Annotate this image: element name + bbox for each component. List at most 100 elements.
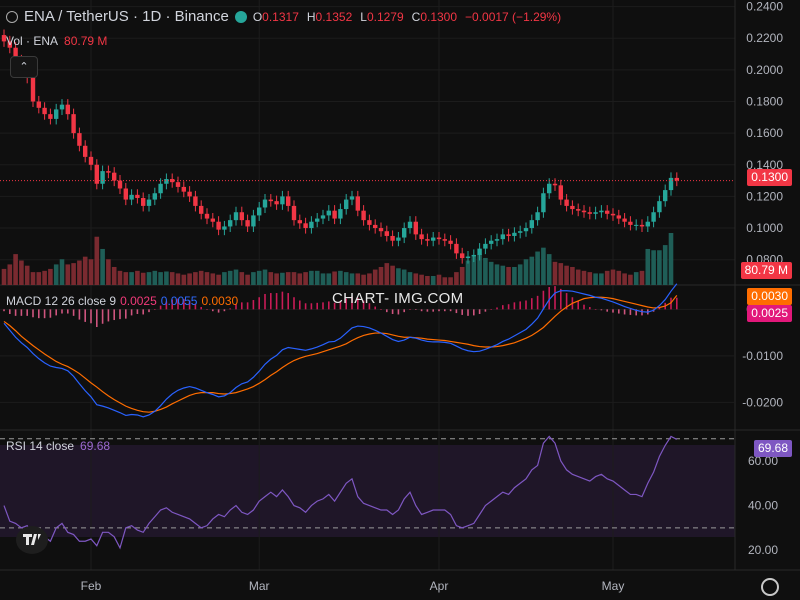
volume-bar bbox=[349, 273, 355, 285]
candle-body bbox=[286, 196, 291, 206]
macd-signal-tag: 0.0030 bbox=[747, 288, 792, 305]
candle-body bbox=[599, 210, 604, 213]
volume-bar bbox=[430, 275, 436, 285]
volume-bar bbox=[326, 273, 332, 285]
macd-histogram-bar bbox=[478, 309, 481, 314]
rsi-legend-value: 69.68 bbox=[80, 439, 111, 453]
macd-histogram-bar bbox=[3, 309, 5, 312]
volume-bar bbox=[262, 269, 268, 285]
candle-body bbox=[216, 221, 221, 230]
volume-bar bbox=[384, 263, 390, 285]
volume-bar bbox=[378, 266, 384, 285]
candle-body bbox=[13, 47, 18, 61]
macd-histogram-bar bbox=[206, 309, 208, 310]
macd-line bbox=[3, 283, 678, 418]
volume-bar bbox=[529, 256, 535, 285]
price-tick-label: 0.1200 bbox=[746, 189, 783, 203]
candle-body bbox=[349, 196, 355, 200]
macd-histogram-bar bbox=[20, 309, 23, 316]
volume-bar bbox=[616, 270, 622, 285]
macd-histogram-bar bbox=[409, 309, 411, 310]
volume-bar bbox=[343, 272, 349, 285]
candle-body bbox=[7, 41, 12, 48]
candle-body bbox=[332, 210, 337, 219]
rsi-tick-label: 20.00 bbox=[748, 543, 778, 557]
volume-bar bbox=[239, 272, 245, 285]
price-tick-label: 0.1800 bbox=[746, 94, 783, 108]
candle-body bbox=[605, 210, 610, 214]
macd-line-value: 0.0055 bbox=[160, 294, 198, 308]
volume-bar bbox=[338, 270, 343, 285]
collapse-legend-button[interactable]: ⌃ bbox=[10, 56, 38, 78]
candle-body bbox=[83, 145, 88, 157]
macd-histogram-bar bbox=[362, 300, 365, 310]
volume-bar bbox=[111, 266, 117, 285]
close-value: 0.1300 bbox=[420, 9, 458, 24]
volume-bar bbox=[193, 272, 198, 285]
candle-body bbox=[88, 156, 94, 165]
volume-bar bbox=[129, 272, 134, 285]
tradingview-logo[interactable] bbox=[16, 526, 48, 554]
volume-bar bbox=[42, 270, 47, 285]
macd-histogram-bar bbox=[9, 309, 11, 314]
candle-body bbox=[500, 234, 505, 240]
candle-body bbox=[326, 210, 331, 216]
candle-body bbox=[407, 221, 413, 229]
macd-histogram-bar bbox=[542, 290, 545, 310]
volume-bar bbox=[233, 269, 239, 285]
macd-histogram-bar bbox=[264, 293, 266, 310]
rsi-label[interactable]: RSI 14 close bbox=[6, 439, 75, 453]
high-value: 0.1352 bbox=[315, 9, 353, 24]
change-value: −0.0017 (−1.29%) bbox=[465, 9, 562, 24]
price-candles bbox=[0, 29, 735, 264]
volume-bar bbox=[488, 261, 494, 285]
volume-bar bbox=[251, 272, 256, 285]
macd-histogram-bar bbox=[386, 309, 388, 313]
macd-histogram-bar bbox=[397, 309, 400, 315]
rsi-legend: RSI 14 close 69.68 bbox=[6, 439, 110, 453]
candle-body bbox=[181, 186, 186, 192]
volume-label[interactable]: Vol · ENA bbox=[6, 34, 59, 48]
candle-body bbox=[413, 221, 418, 235]
macd-histogram-bar bbox=[420, 309, 423, 312]
macd-histogram-bar bbox=[536, 295, 539, 310]
macd-tick-label: -0.0100 bbox=[742, 349, 783, 363]
volume-bar bbox=[471, 256, 477, 285]
volume-bar bbox=[367, 273, 372, 285]
volume-value: 80.79 M bbox=[64, 34, 108, 48]
macd-histogram-bar bbox=[496, 307, 498, 310]
market-status-icon bbox=[234, 10, 247, 23]
macd-legend: MACD 12 26 close 9 0.0025 0.0055 0.0030 bbox=[6, 294, 238, 308]
candle-body bbox=[477, 248, 482, 255]
volume-bar bbox=[65, 264, 71, 285]
macd-histogram-bar bbox=[223, 309, 226, 312]
volume-bar bbox=[575, 269, 581, 285]
ohlc-values: O0.1317 H0.1352 L0.1279 C0.1300 −0.0017 … bbox=[253, 10, 561, 24]
macd-histogram-bar bbox=[119, 309, 121, 320]
candle-body bbox=[541, 193, 546, 213]
macd-label[interactable]: MACD 12 26 close 9 bbox=[6, 294, 117, 308]
settings-gear-icon[interactable] bbox=[761, 578, 779, 596]
macd-histogram-bar bbox=[84, 309, 86, 322]
macd-histogram-bar bbox=[246, 302, 249, 310]
volume-bar bbox=[117, 270, 123, 285]
symbol-title[interactable]: ENA / TetherUS · 1D · Binance bbox=[24, 8, 229, 25]
volume-bar bbox=[436, 274, 442, 285]
macd-histogram-bar bbox=[281, 291, 284, 310]
macd-histogram-bar bbox=[188, 300, 191, 310]
volume-bar bbox=[448, 277, 453, 285]
macd-histogram-bar bbox=[235, 304, 237, 310]
volume-bar bbox=[94, 236, 100, 285]
candle-body bbox=[529, 220, 534, 229]
volume-bar bbox=[517, 264, 523, 285]
macd-histogram-bar bbox=[531, 298, 533, 310]
volume-tag: 80.79 M bbox=[740, 262, 792, 279]
macd-histogram-bar bbox=[154, 309, 156, 310]
candle-body bbox=[402, 228, 407, 238]
candle-body bbox=[448, 240, 453, 244]
candle-body bbox=[355, 196, 360, 211]
candle-body bbox=[71, 114, 76, 134]
x-tick-label: Mar bbox=[249, 579, 270, 593]
candle-body bbox=[210, 218, 215, 222]
